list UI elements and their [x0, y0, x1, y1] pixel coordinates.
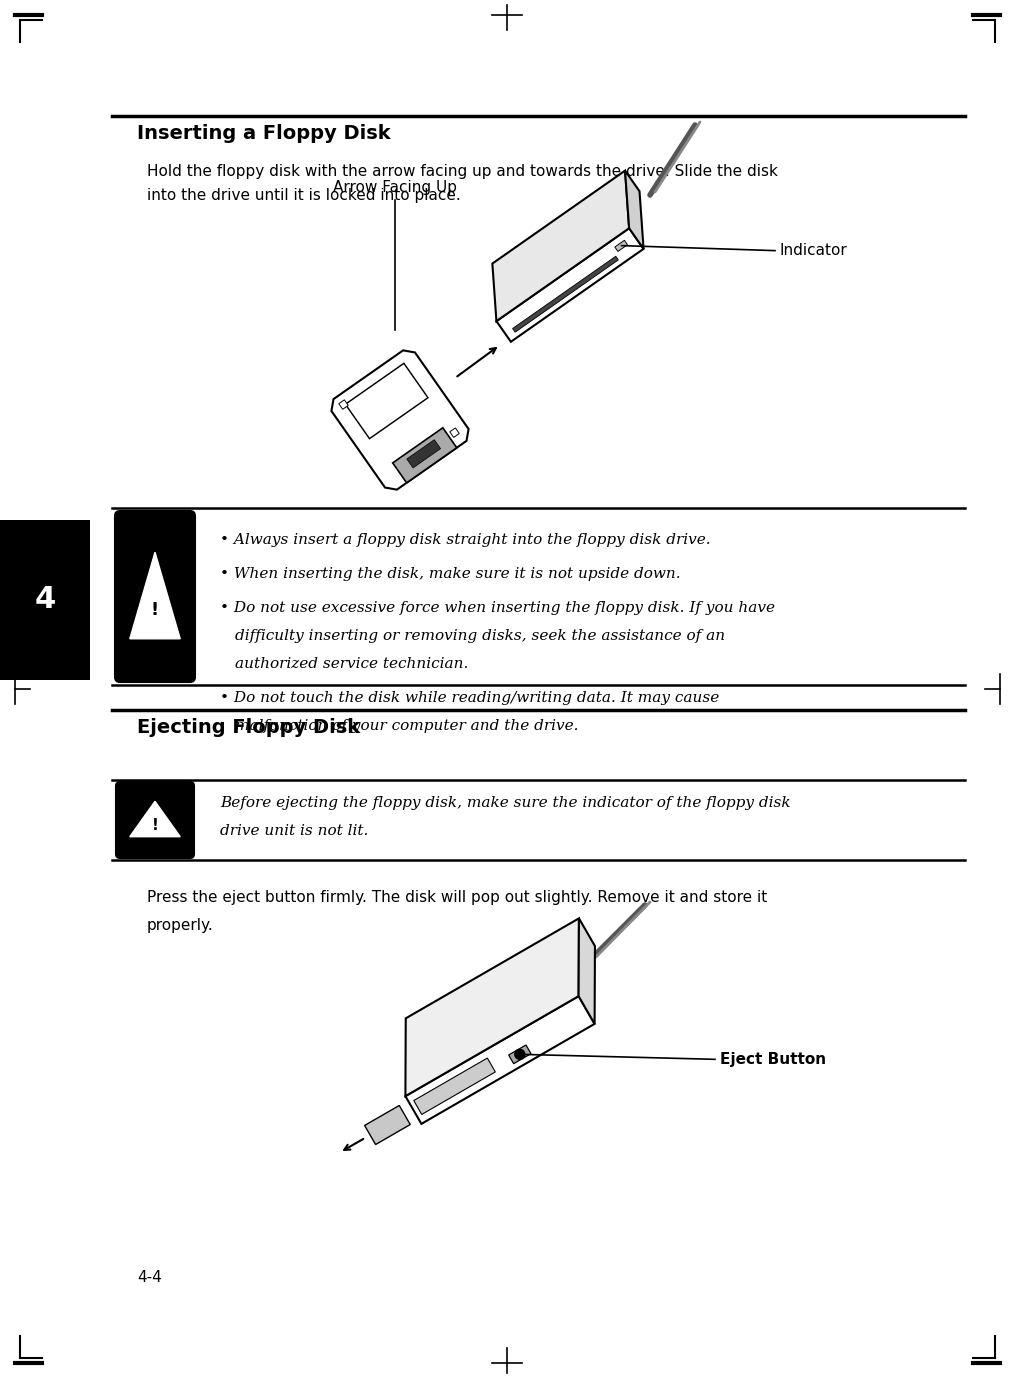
Text: Eject Button: Eject Button: [720, 1051, 826, 1067]
Polygon shape: [414, 1058, 495, 1115]
Text: • Do not use excessive force when inserting the floppy disk. If you have: • Do not use excessive force when insert…: [220, 601, 775, 615]
Text: Indicator: Indicator: [780, 243, 848, 258]
Text: Press the eject button firmly. The disk will pop out slightly. Remove it and sto: Press the eject button firmly. The disk …: [147, 890, 767, 905]
Polygon shape: [625, 171, 644, 249]
Polygon shape: [407, 440, 441, 469]
Text: 4-4: 4-4: [137, 1271, 161, 1286]
Polygon shape: [509, 1045, 531, 1064]
FancyBboxPatch shape: [115, 511, 195, 682]
Text: Ejecting Floppy Disk: Ejecting Floppy Disk: [137, 718, 360, 737]
Text: • Always insert a floppy disk straight into the floppy disk drive.: • Always insert a floppy disk straight i…: [220, 533, 710, 547]
Text: • When inserting the disk, make sure it is not upside down.: • When inserting the disk, make sure it …: [220, 566, 681, 582]
Text: 4: 4: [35, 586, 56, 615]
Polygon shape: [405, 918, 579, 1096]
Text: Hold the floppy disk with the arrow facing up and towards the drive. Slide the d: Hold the floppy disk with the arrow faci…: [147, 164, 777, 179]
Polygon shape: [345, 364, 428, 438]
Text: !: !: [151, 819, 158, 834]
Text: drive unit is not lit.: drive unit is not lit.: [220, 824, 368, 838]
Polygon shape: [496, 229, 644, 342]
Polygon shape: [450, 429, 459, 437]
Text: authorized service technician.: authorized service technician.: [235, 657, 468, 671]
Polygon shape: [615, 240, 627, 251]
Polygon shape: [513, 256, 618, 332]
Text: properly.: properly.: [147, 918, 214, 933]
Text: Inserting a Floppy Disk: Inserting a Floppy Disk: [137, 124, 391, 143]
Bar: [0, 520, 90, 679]
Polygon shape: [393, 427, 457, 482]
Polygon shape: [130, 801, 181, 836]
Polygon shape: [339, 400, 348, 409]
Polygon shape: [579, 918, 595, 1024]
Polygon shape: [332, 350, 469, 489]
Circle shape: [515, 1049, 525, 1060]
Text: malfunction of your computer and the drive.: malfunction of your computer and the dri…: [235, 719, 579, 733]
Polygon shape: [130, 553, 181, 639]
Text: • Do not touch the disk while reading/writing data. It may cause: • Do not touch the disk while reading/wr…: [220, 690, 720, 706]
Polygon shape: [364, 1105, 410, 1145]
Text: difficulty inserting or removing disks, seek the assistance of an: difficulty inserting or removing disks, …: [235, 628, 725, 644]
Text: !: !: [151, 601, 159, 619]
Text: into the drive until it is locked into place.: into the drive until it is locked into p…: [147, 187, 461, 203]
Polygon shape: [492, 171, 629, 321]
Text: Arrow Facing Up: Arrow Facing Up: [333, 181, 457, 196]
Text: Before ejecting the floppy disk, make sure the indicator of the floppy disk: Before ejecting the floppy disk, make su…: [220, 796, 791, 810]
FancyBboxPatch shape: [116, 781, 194, 858]
Polygon shape: [405, 996, 595, 1124]
